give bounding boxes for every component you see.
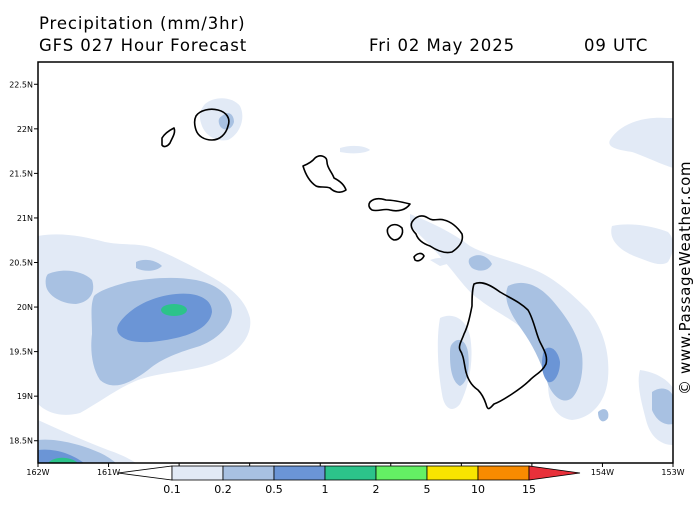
- legend-labels: 0.1 0.2 0.5 1 2 5 10 15: [163, 483, 536, 496]
- legend-max-arrow: [528, 465, 581, 481]
- legend-swatch: [477, 465, 530, 481]
- legend-label: 1: [322, 483, 329, 496]
- lon-tick-label: 154W: [591, 468, 614, 477]
- map-title: Precipitation (mm/3hr): [39, 14, 246, 33]
- lon-tick-label: 161W: [97, 468, 120, 477]
- legend-label: 0.2: [214, 483, 232, 496]
- lon-tick-label: 153W: [661, 468, 684, 477]
- lat-tick-label: 20N: [17, 303, 33, 312]
- legend-swatch: [426, 465, 479, 481]
- lat-tick-label: 22.5N: [9, 80, 33, 89]
- legend-label: 0.1: [163, 483, 181, 496]
- island-maui: [410, 215, 464, 254]
- lat-tick-label: 21.5N: [9, 169, 33, 178]
- legend-swatch: [324, 465, 377, 481]
- island-oahu: [302, 155, 347, 193]
- lat-tick-label: 20.5N: [9, 259, 33, 268]
- legend-colorbar: [117, 465, 581, 481]
- island-coastlines: [161, 108, 548, 410]
- legend-swatch: [273, 465, 326, 481]
- legend-label: 2: [373, 483, 380, 496]
- precipitation-field: [38, 98, 673, 463]
- island-kauai: [193, 108, 230, 141]
- forecast-time: 09 UTC: [584, 36, 649, 55]
- legend-label: 5: [424, 483, 431, 496]
- lat-tick-label: 18.5N: [9, 437, 33, 446]
- lon-tick-label: 162W: [26, 468, 49, 477]
- legend-label: 0.5: [265, 483, 283, 496]
- lat-axis: 18.5N 19N 19.5N 20N 20.5N 21N 21.5N 22N 22.5N: [9, 80, 38, 446]
- forecast-model: GFS 027 Hour Forecast: [39, 36, 248, 55]
- island-lanai: [386, 223, 404, 241]
- island-molokai: [368, 197, 411, 212]
- precip-heavy-areas: [48, 304, 187, 463]
- legend-swatch: [375, 465, 428, 481]
- legend-swatch: [171, 465, 224, 481]
- lat-tick-label: 19.5N: [9, 348, 33, 357]
- legend-min-arrow: [117, 465, 173, 481]
- island-niihau: [161, 127, 176, 148]
- legend-swatch: [222, 465, 275, 481]
- legend-label: 15: [522, 483, 536, 496]
- lat-tick-label: 22N: [17, 125, 33, 134]
- legend-label: 10: [471, 483, 485, 496]
- lat-tick-label: 19N: [17, 392, 33, 401]
- forecast-date: Fri 02 May 2025: [369, 36, 515, 55]
- lat-tick-label: 21N: [17, 214, 33, 223]
- island-hawaii: [458, 281, 548, 410]
- island-kahoolawe: [413, 252, 425, 262]
